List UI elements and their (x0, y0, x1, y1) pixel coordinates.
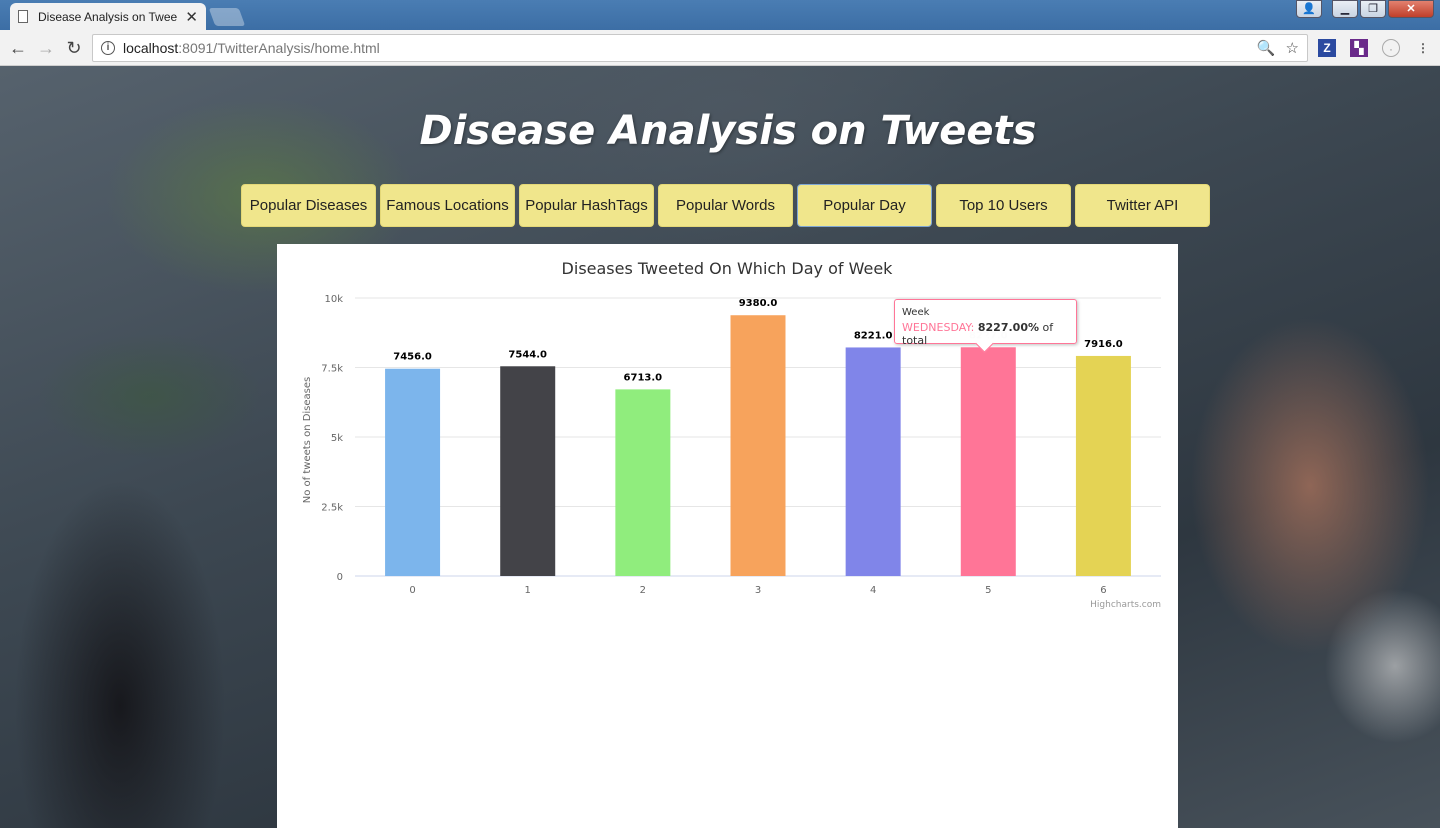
y-tick-label: 10k (324, 294, 343, 305)
browser-toolbar: ← → ↻ i localhost :8091/TwitterAnalysis/… (0, 30, 1440, 66)
bar-6[interactable] (1075, 355, 1131, 576)
browser-titlebar: Disease Analysis on Twee ✕ 👤 ▁ ❐ ✕ (0, 0, 1440, 30)
x-tick-label: 5 (985, 585, 991, 596)
restore-button[interactable]: ❐ (1360, 0, 1386, 18)
url-path: :8091/TwitterAnalysis/home.html (178, 40, 380, 56)
zoom-icon[interactable]: 🔍 (1256, 40, 1276, 57)
y-tick-label: 7.5k (321, 364, 343, 375)
nav-button-popular-day[interactable]: Popular Day (797, 184, 932, 227)
x-tick-label: 0 (409, 585, 415, 596)
bar-5[interactable] (960, 347, 1016, 576)
url-host: localhost (123, 40, 179, 56)
highcharts-credits[interactable]: Highcharts.com (1090, 600, 1161, 610)
back-arrow-icon[interactable]: ← (9, 38, 27, 58)
data-label: 7916.0 (1084, 339, 1123, 350)
chart-tooltip: Week WEDNESDAY: 8227.00% of total (894, 299, 1077, 347)
bar-0[interactable] (385, 368, 441, 576)
chart-panel: Diseases Tweeted On Which Day of Week No… (277, 244, 1178, 828)
address-bar[interactable]: i localhost :8091/TwitterAnalysis/home.h… (92, 34, 1308, 62)
bar-2[interactable] (615, 389, 671, 576)
bar-1[interactable] (500, 366, 556, 576)
window-controls: 👤 ▁ ❐ ✕ (1296, 0, 1434, 18)
menu-kebab-icon[interactable]: ⋮ (1417, 41, 1429, 55)
data-label: 9380.0 (739, 298, 778, 309)
nav-button-twitter-api[interactable]: Twitter API (1075, 184, 1210, 227)
nav-button-popular-hashtags[interactable]: Popular HashTags (519, 184, 654, 227)
tooltip-category: WEDNESDAY (902, 321, 971, 334)
nav-button-popular-diseases[interactable]: Popular Diseases (241, 184, 376, 227)
data-label: 6713.0 (624, 372, 663, 383)
nav-button-top-10-users[interactable]: Top 10 Users (936, 184, 1071, 227)
new-tab-button[interactable] (208, 8, 246, 26)
browser-tab[interactable]: Disease Analysis on Twee ✕ (10, 3, 206, 30)
extension-circle-icon[interactable]: · (1382, 39, 1400, 57)
window-close-button[interactable]: ✕ (1388, 0, 1434, 18)
tooltip-value: 8227.00% (977, 321, 1039, 334)
zotero-extension-icon[interactable]: Z (1318, 39, 1336, 57)
y-tick-label: 0 (337, 572, 343, 583)
tooltip-suffix: of total (902, 321, 1054, 347)
user-profile-icon[interactable]: 👤 (1296, 0, 1322, 18)
main-nav: Popular Diseases Famous Locations Popular … (241, 184, 1210, 227)
document-icon (18, 10, 28, 23)
tab-close-icon[interactable]: ✕ (185, 8, 198, 26)
nav-button-famous-locations[interactable]: Famous Locations (380, 184, 515, 227)
page-content: Disease Analysis on Tweets Popular Disea… (0, 66, 1440, 828)
data-label: 7456.0 (393, 352, 432, 363)
x-tick-label: 6 (1100, 585, 1106, 596)
x-tick-label: 2 (640, 585, 646, 596)
reload-icon[interactable]: ↻ (66, 38, 82, 58)
data-label: 7544.0 (508, 349, 547, 360)
data-label: 8221.0 (854, 330, 893, 341)
chart-title: Diseases Tweeted On Which Day of Week (562, 259, 894, 278)
y-axis-label: No of tweets on Diseases (302, 377, 313, 503)
page-title: Disease Analysis on Tweets (419, 108, 1037, 154)
bar-4[interactable] (845, 347, 901, 576)
bookmark-star-icon[interactable]: ☆ (1285, 40, 1299, 57)
minimize-button[interactable]: ▁ (1332, 0, 1358, 18)
x-tick-label: 3 (755, 585, 761, 596)
bar-3[interactable] (730, 315, 786, 576)
tooltip-header: Week (902, 307, 930, 318)
extension-icon[interactable]: ▚ (1350, 39, 1368, 57)
forward-arrow-icon[interactable]: → (37, 38, 55, 58)
y-tick-label: 5k (331, 433, 343, 444)
tab-title: Disease Analysis on Twee (38, 9, 178, 24)
x-tick-label: 1 (525, 585, 531, 596)
y-tick-label: 2.5k (321, 503, 343, 514)
x-tick-label: 4 (870, 585, 876, 596)
nav-button-popular-words[interactable]: Popular Words (658, 184, 793, 227)
info-icon[interactable]: i (101, 41, 115, 55)
